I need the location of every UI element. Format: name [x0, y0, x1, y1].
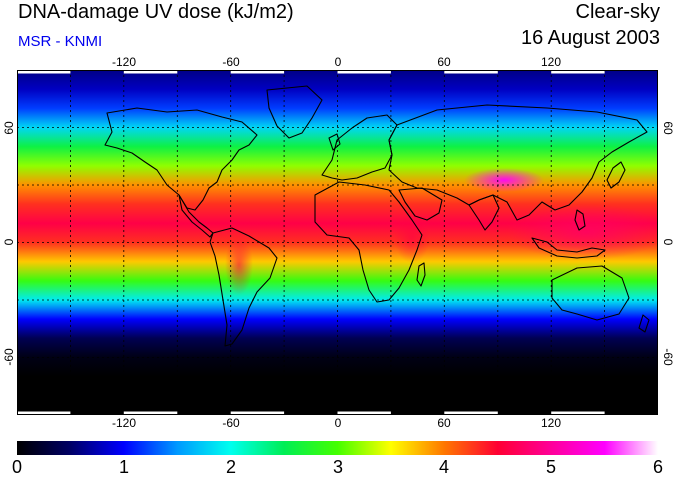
right-lat-tick-label: 60 — [661, 121, 675, 135]
asian-maritime-high-dose — [507, 204, 658, 260]
colorbar-label: 5 — [545, 457, 557, 477]
credit-label: MSR - KNMI — [18, 33, 103, 50]
coastline-greenland — [266, 85, 323, 139]
graticule — [17, 70, 658, 415]
top-lon-tick-label: -120 — [111, 55, 137, 69]
colorbar-label: 4 — [438, 457, 450, 477]
top-lon-tick-label: 0 — [334, 55, 342, 69]
colorbar-gradient — [17, 441, 658, 455]
top-lon-tick-label: 60 — [437, 55, 451, 69]
bottom-lon-tick-label: -60 — [222, 416, 240, 430]
coastline-new-zealand — [638, 314, 650, 333]
tibetan-plateau-high-dose — [464, 168, 544, 192]
coastline-great-britain — [328, 133, 341, 151]
coastline-central-america — [178, 194, 214, 238]
date-label: 16 August 2003 — [520, 27, 660, 49]
map-frame — [17, 70, 658, 415]
coastline-japan — [606, 161, 626, 189]
uv-dose-map — [17, 70, 658, 415]
coastline-philippines — [574, 209, 586, 231]
sky-condition-label: Clear-sky — [575, 1, 660, 23]
bottom-lon-tick-label: 0 — [334, 416, 342, 430]
coastline-north-america — [104, 107, 258, 211]
top-lon-tick-label: -60 — [222, 55, 240, 69]
coastline-indonesia — [531, 237, 606, 259]
bottom-lon-tick-label: -120 — [111, 416, 137, 430]
left-lat-tick-label: -60 — [2, 348, 16, 366]
andes-high-dose — [225, 235, 253, 295]
coastline-india — [468, 194, 500, 231]
colorbar-label: 3 — [332, 457, 344, 477]
coastlines — [104, 85, 650, 347]
top-lon-tick-label: 120 — [540, 55, 562, 69]
coastline-australia — [551, 265, 630, 321]
colorbar — [17, 441, 658, 455]
bottom-lon-tick-label: 120 — [540, 416, 562, 430]
left-lat-tick-label: 0 — [2, 238, 16, 246]
coastline-madagascar — [416, 262, 426, 287]
coastline-asia — [388, 104, 648, 221]
frame-ticks — [17, 70, 605, 415]
right-lat-tick-label: -60 — [661, 348, 675, 366]
coastline-arabia — [398, 187, 443, 221]
colorbar-label: 2 — [225, 457, 237, 477]
left-lat-tick-label: 60 — [2, 121, 16, 135]
right-lat-tick-label: 0 — [661, 238, 675, 246]
map-title: DNA-damage UV dose (kJ/m2) — [18, 1, 294, 23]
map-canvas — [17, 70, 658, 415]
coastline-africa — [314, 181, 423, 303]
colorbar-label: 1 — [118, 457, 130, 477]
bottom-lon-tick-label: 60 — [437, 416, 451, 430]
colorbar-label: 6 — [652, 457, 664, 477]
coastline-south-america — [209, 227, 278, 347]
east-africa-high-dose — [394, 213, 430, 263]
colorbar-label: 0 — [11, 457, 23, 477]
